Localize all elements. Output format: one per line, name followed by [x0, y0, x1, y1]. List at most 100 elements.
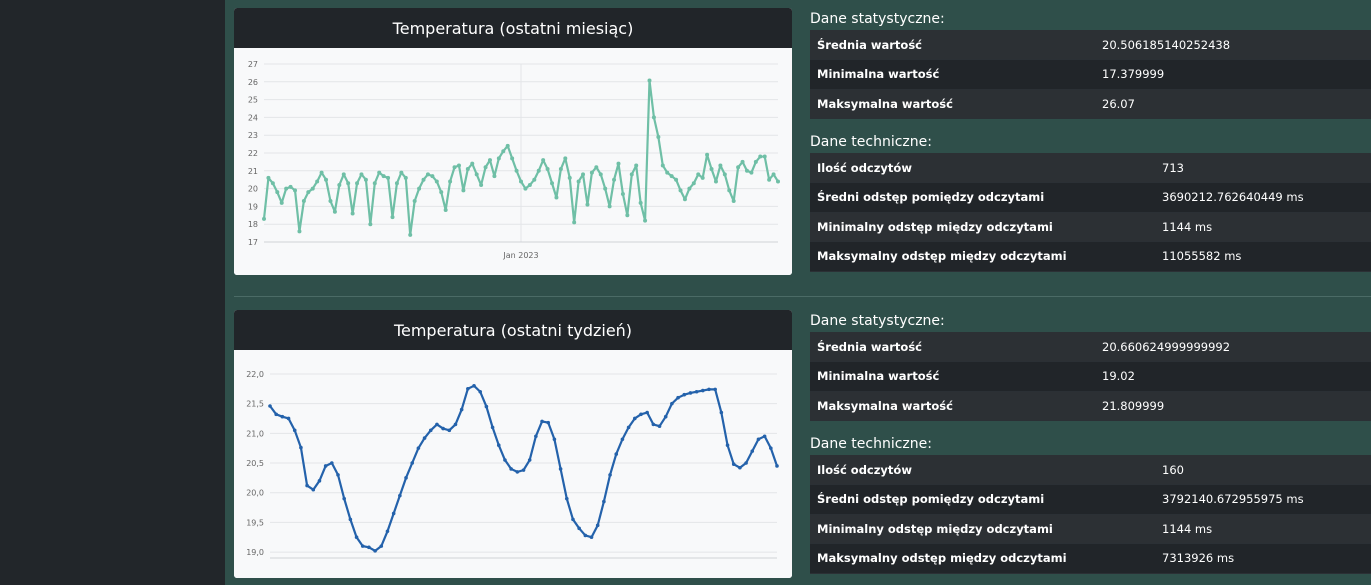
data-point [379, 544, 384, 548]
data-point [421, 177, 426, 182]
data-point [317, 479, 322, 483]
data-point [336, 473, 340, 477]
section-divider [234, 296, 1371, 297]
data-point [651, 115, 656, 120]
table-row: Maksymalny odstęp między odczytami 110555… [810, 241, 1371, 272]
data-point [443, 207, 448, 212]
data-point [403, 175, 408, 180]
data-point [385, 529, 390, 534]
data-point [505, 143, 510, 148]
table-row: Średni odstęp pomiędzy odczytami 3792140.… [810, 484, 1371, 515]
data-point [719, 410, 724, 415]
data-point [775, 464, 779, 468]
data-point [589, 535, 594, 540]
data-point [342, 496, 346, 501]
data-point [280, 414, 285, 419]
data-point [595, 523, 600, 528]
data-point [705, 152, 710, 157]
data-point [478, 389, 483, 394]
stat-value: 26.07 [1095, 89, 1371, 119]
tech-table: Ilość odczytów 713 Średni odstęp pomiędzy… [810, 153, 1371, 272]
y-tick-label: 20 [248, 185, 258, 194]
data-point [373, 549, 377, 553]
data-point [558, 167, 563, 172]
table-row: Ilość odczytów 160 [810, 455, 1371, 485]
data-point [767, 177, 772, 182]
data-point [428, 428, 433, 433]
data-point [324, 177, 329, 182]
data-point [634, 163, 639, 168]
data-point [756, 437, 761, 442]
data-point [670, 401, 674, 406]
chart-card-month: Temperatura (ostatni miesiąc) 27 26 25 24 23… [234, 8, 792, 275]
data-point [532, 177, 537, 182]
data-point [275, 190, 280, 195]
data-point [527, 183, 532, 188]
data-point [638, 200, 643, 205]
data-point [688, 391, 693, 395]
stats-table: Średnia wartość 20.660624999999992 Minima… [810, 332, 1371, 421]
data-point [430, 174, 435, 179]
tech-value: 11055582 ms [1155, 241, 1371, 272]
data-point [274, 412, 278, 417]
data-point [694, 389, 699, 394]
data-point [758, 154, 763, 159]
data-point [456, 163, 461, 168]
data-point [564, 496, 569, 501]
data-point [319, 170, 324, 175]
data-point [614, 452, 619, 456]
data-point [381, 174, 386, 179]
month-temperature-chart: 27 26 25 24 23 22 21 20 19 18 17 Jan 2023 [248, 60, 780, 260]
table-row: Maksymalna wartość 21.809999 [810, 391, 1371, 421]
table-row: Maksymalny odstęp między odczytami 731392… [810, 543, 1371, 574]
data-point [470, 161, 475, 166]
data-point [572, 220, 577, 225]
data-point [452, 165, 457, 170]
data-point [647, 78, 652, 83]
data-point [466, 386, 470, 391]
data-point [492, 174, 497, 179]
data-point [487, 158, 492, 163]
y-tick-label: 21 [248, 167, 258, 176]
data-point [762, 154, 767, 159]
table-row: Średnia wartość 20.506185140252438 [810, 30, 1371, 60]
data-point [368, 222, 373, 227]
data-point [626, 425, 631, 430]
data-point [425, 172, 430, 177]
data-point [563, 156, 568, 161]
data-point [643, 218, 648, 223]
tech-title: Dane techniczne: [810, 134, 932, 150]
stats-title: Dane statystyczne: [810, 313, 945, 329]
y-tick-label: 25 [248, 96, 258, 105]
data-point [311, 487, 316, 492]
data-point [629, 172, 634, 177]
data-point [490, 425, 495, 430]
data-point [657, 424, 662, 428]
data-point [301, 199, 306, 204]
data-point [718, 163, 723, 168]
data-point [348, 517, 353, 522]
data-point [738, 465, 742, 470]
data-point [268, 404, 272, 408]
data-point [472, 384, 476, 388]
data-point [398, 493, 402, 498]
data-point [390, 215, 395, 220]
data-point [769, 446, 773, 450]
data-point [459, 407, 464, 412]
data-point [598, 172, 603, 177]
data-point [288, 184, 293, 189]
data-point [753, 159, 758, 164]
table-row: Minimalna wartość 17.379999 [810, 59, 1371, 90]
data-point [514, 168, 519, 173]
tech-label: Minimalny odstęp między odczytami [810, 514, 1155, 544]
data-point [360, 544, 365, 548]
data-point [603, 186, 608, 191]
data-point [408, 232, 413, 237]
data-point [279, 200, 284, 205]
data-point [545, 167, 550, 172]
data-point [315, 179, 320, 184]
data-point [453, 422, 458, 427]
stat-value: 20.506185140252438 [1095, 30, 1371, 60]
data-point [496, 156, 501, 161]
y-tick-label: 27 [248, 60, 258, 69]
